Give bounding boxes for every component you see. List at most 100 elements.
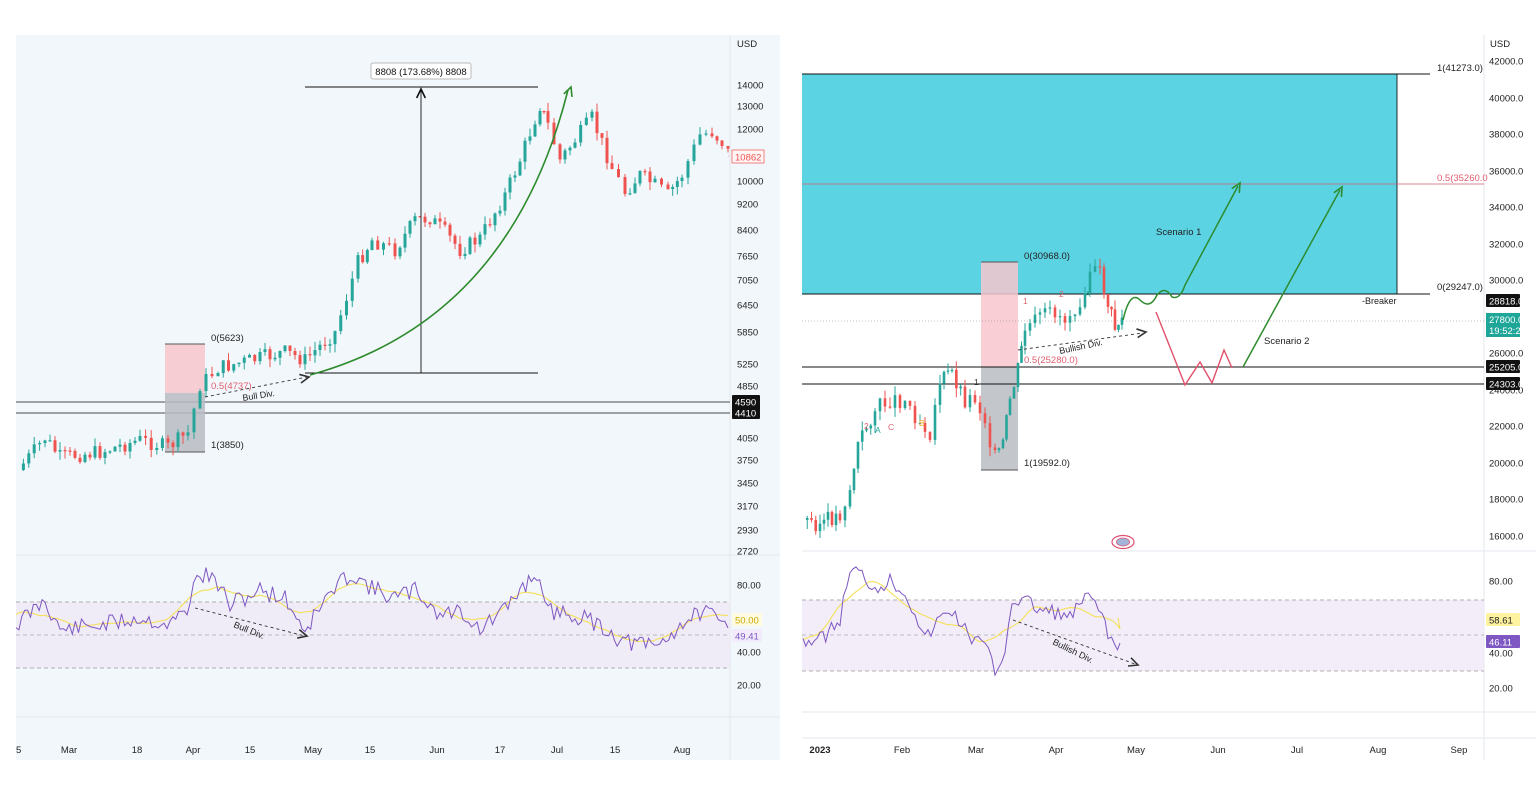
candle-body — [283, 345, 287, 352]
left-measure-label: 8808 (173.68%) 8808 — [375, 67, 466, 78]
left-rsi-ma-value: 50.00 — [735, 616, 759, 627]
left-price-tick: 7650 — [737, 252, 758, 263]
candle-body — [186, 432, 190, 436]
candle-body — [968, 395, 972, 408]
left-price-tick: 3750 — [737, 456, 758, 467]
right-fib-mid-label: 0.5(35260.0 — [1437, 173, 1488, 184]
left-rsi-line — [15, 567, 729, 651]
candle-body — [1063, 316, 1067, 323]
candle-body — [166, 438, 170, 443]
right-last-price-bg — [1486, 313, 1520, 337]
candle-body — [144, 435, 148, 438]
right-x-tick: Apr — [1049, 745, 1064, 756]
candle-body — [898, 395, 902, 409]
right-x-tick: Aug — [1370, 745, 1387, 756]
right-box-mid-label: 0.5(25280.0) — [1024, 355, 1078, 366]
candle-body — [638, 171, 642, 184]
candle-body — [382, 243, 385, 250]
candle-body — [938, 383, 942, 405]
candle-body — [108, 451, 112, 453]
candle-body — [680, 177, 684, 182]
candle-body — [376, 240, 380, 250]
candle-body — [418, 216, 422, 218]
candle-body — [878, 398, 882, 412]
right-rsi-tick: 80.00 — [1489, 577, 1513, 588]
left-price-div-line — [204, 376, 308, 398]
left-fib-bottom-label: 1(3850) — [211, 440, 244, 451]
candle-body — [1106, 294, 1110, 307]
candle-body — [403, 233, 407, 248]
right-box-bottom-label: 1(19592.0) — [1024, 458, 1070, 469]
right-level-label-a: 28818.0 — [1489, 297, 1523, 308]
left-price-tick: 2720 — [737, 547, 758, 558]
candle-body — [113, 446, 117, 452]
left-x-tick: 15 — [245, 745, 256, 756]
right-last-price-time: 19:52:2 — [1489, 326, 1521, 337]
candle-body — [103, 452, 107, 458]
right-level-label-c: 25205.0 — [1489, 363, 1523, 374]
candle-body — [546, 111, 550, 123]
right-chart-panel[interactable]: USD 42000.0 40000.0 38000.0 36000.0 34000.0 32… — [795, 0, 1536, 800]
right-price-tick: 20000.0 — [1489, 459, 1523, 470]
candle-body — [805, 518, 809, 520]
candle-body — [387, 243, 391, 245]
candle-body — [660, 178, 663, 185]
candle-body — [610, 163, 614, 170]
candle-body — [468, 237, 472, 254]
candle-body — [138, 435, 142, 441]
left-price-div-label: Bull Div. — [242, 388, 276, 403]
candle-body — [830, 511, 834, 526]
candle-body — [814, 519, 818, 532]
candle-body — [946, 370, 950, 372]
left-last-price-border — [731, 149, 765, 164]
right-price-tick: 38000.0 — [1489, 130, 1523, 141]
candle-body — [997, 448, 1001, 451]
left-price-tick: 5250 — [737, 360, 758, 371]
right-wave-label: 1 — [974, 377, 979, 387]
candle-body — [573, 142, 577, 148]
left-x-tick: Mar — [61, 745, 77, 756]
candle-body — [852, 468, 856, 491]
candle-body — [865, 428, 868, 431]
candle-body — [339, 315, 343, 332]
right-x-tick: Jul — [1291, 745, 1303, 756]
candle-body — [48, 440, 52, 442]
candle-body — [633, 183, 637, 194]
left-x-tick: Jun — [429, 745, 444, 756]
right-scenario1-label: Scenario 1 — [1156, 227, 1201, 238]
candle-body — [698, 134, 702, 145]
right-fib-top-label: 1(41273.0) — [1437, 63, 1483, 74]
candle-body — [93, 446, 97, 458]
right-wave-label: 1 — [1023, 296, 1028, 306]
candle-body — [1023, 330, 1027, 346]
candle-body — [595, 111, 599, 134]
candle-body — [908, 400, 912, 406]
candle-body — [32, 444, 36, 454]
candle-body — [923, 422, 927, 432]
candle-body — [600, 133, 604, 138]
candle-body — [1083, 293, 1087, 308]
right-rsi-ma-value: 58.61 — [1489, 616, 1513, 627]
candle-body — [973, 395, 977, 403]
candle-body — [704, 133, 708, 135]
candle-body — [860, 430, 864, 442]
left-chart-svg[interactable]: USD 14000 13000 12000 10000 9200 8400 7650 7050 6… — [0, 0, 790, 800]
right-price-tick: 18000.0 — [1489, 495, 1523, 506]
left-price-tick: 8400 — [737, 226, 758, 237]
right-chart-svg[interactable]: USD 42000.0 40000.0 38000.0 36000.0 34000.0 32… — [795, 0, 1536, 800]
candle-body — [903, 400, 907, 409]
left-price-tick: 3170 — [737, 502, 758, 513]
right-level-label-d: 24303.0 — [1489, 380, 1523, 391]
candle-body — [1102, 267, 1106, 295]
right-price-div-label: Bullish Div. — [1058, 337, 1103, 356]
candle-body — [584, 117, 588, 125]
left-price-tick: 7050 — [737, 276, 758, 287]
candle-body — [308, 354, 312, 356]
right-price-tick: 30000.0 — [1489, 276, 1523, 287]
left-fib-top-label: 0(5623) — [211, 333, 244, 344]
left-rsi-div-arrow — [297, 628, 309, 639]
right-level-label-d-bg — [1486, 377, 1520, 390]
left-x-tick: 18 — [132, 745, 143, 756]
candle-body — [43, 440, 47, 444]
left-chart-panel[interactable]: USD 14000 13000 12000 10000 9200 8400 7650 7050 6… — [0, 0, 790, 800]
